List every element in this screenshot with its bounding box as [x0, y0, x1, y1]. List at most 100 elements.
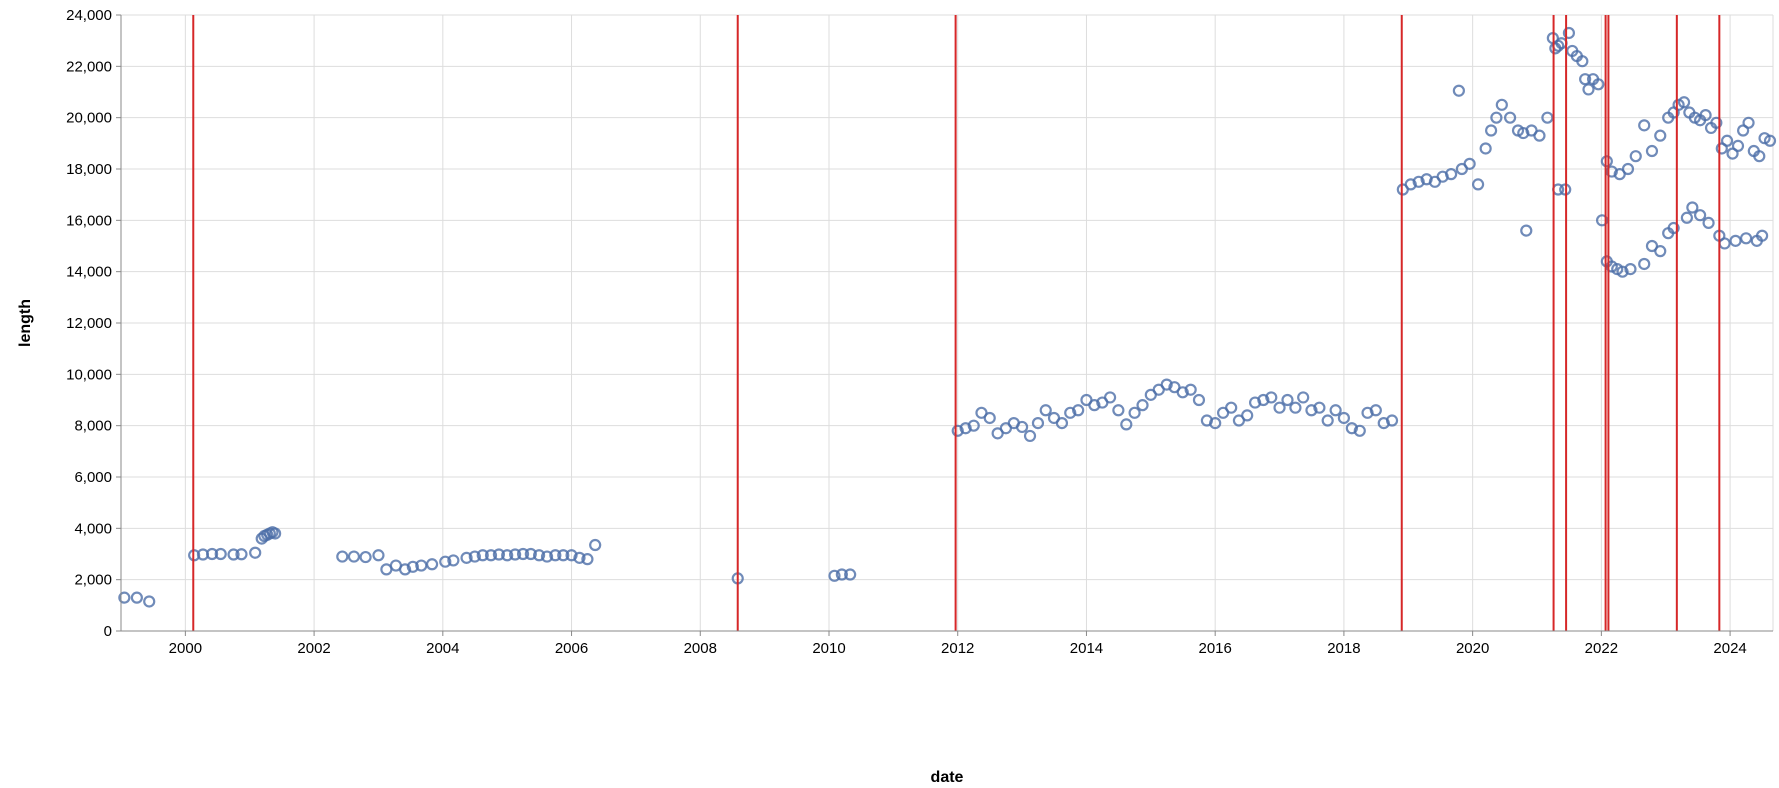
y-axis-title: length: [17, 299, 34, 347]
y-tick-label: 2,000: [74, 572, 112, 589]
data-point: [1503, 111, 1517, 124]
data-point: [1680, 211, 1693, 224]
data-point: [347, 550, 361, 563]
x-tick-label: 2016: [1198, 640, 1231, 657]
data-point: [1103, 391, 1117, 404]
data-point: [1321, 414, 1334, 427]
data-point: [1490, 111, 1503, 124]
data-point: [1112, 404, 1125, 417]
data-point: [1645, 144, 1659, 158]
data-point: [1273, 401, 1286, 414]
data-point: [1753, 150, 1766, 163]
data-point: [406, 560, 419, 573]
x-tick-label: 2014: [1070, 640, 1103, 657]
data-point: [532, 549, 546, 562]
data-point: [372, 549, 385, 562]
data-point: [1629, 150, 1642, 163]
data-point: [557, 549, 570, 562]
data-point: [1720, 134, 1734, 147]
data-point: [468, 550, 481, 563]
x-tick-label: 2020: [1456, 640, 1489, 657]
data-point: [1638, 119, 1651, 132]
data-point: [1313, 401, 1326, 414]
data-point: [1763, 134, 1777, 147]
data-point: [1562, 26, 1576, 40]
y-axis-ticks: 0 2,000 4,000 6,000 8,000 10,000 12,000 14,000 1…: [66, 7, 121, 640]
data-point: [1120, 418, 1133, 431]
data-point: [1345, 422, 1358, 435]
data-point: [844, 568, 857, 581]
x-tick-label: 2018: [1327, 640, 1360, 657]
x-tick-label: 2000: [169, 640, 202, 657]
data-point: [1667, 221, 1680, 235]
data-point: [1452, 84, 1465, 97]
data-point: [484, 549, 498, 562]
data-point: [130, 591, 143, 604]
data-point: [967, 419, 980, 432]
data-point: [1579, 73, 1592, 86]
data-point: [1731, 139, 1745, 152]
data-point: [1677, 96, 1691, 109]
data-point: [1605, 165, 1618, 178]
data-point: [235, 548, 248, 561]
data-point: [1445, 168, 1458, 181]
data-point: [1241, 409, 1254, 422]
data-point: [1404, 178, 1417, 191]
data-point: [1739, 232, 1753, 245]
data-point: [1305, 404, 1318, 417]
data-point: [1184, 383, 1197, 396]
data-point: [540, 550, 554, 563]
data-point: [1192, 393, 1206, 407]
data-point: [828, 569, 841, 582]
y-tick-label: 22,000: [66, 58, 112, 75]
data-point: [118, 591, 131, 604]
y-tick-label: 8,000: [74, 418, 112, 435]
data-point: [509, 548, 522, 561]
data-point: [1654, 245, 1667, 258]
data-point: [492, 548, 506, 561]
y-tick-label: 6,000: [74, 469, 112, 486]
data-point: [1031, 417, 1045, 430]
data-point: [549, 549, 562, 562]
data-point: [336, 550, 349, 563]
data-point: [1541, 111, 1554, 124]
x-axis-ticks: 2000 2002 2004 2006 2008 2010 2012 2014 2016 2018…: [169, 631, 1747, 657]
y-tick-label: 18,000: [66, 161, 112, 178]
x-axis-title: date: [931, 769, 964, 786]
data-point: [1600, 155, 1613, 168]
data-point: [1412, 175, 1425, 188]
data-point: [1576, 55, 1589, 68]
data-point: [589, 538, 602, 552]
data-point: [398, 563, 412, 576]
data-point: [1582, 83, 1595, 96]
y-tick-label: 16,000: [66, 212, 112, 229]
x-tick-label: 2010: [812, 640, 845, 657]
data-point: [1471, 178, 1485, 191]
data-point: [1176, 386, 1189, 399]
y-gridlines: [121, 14, 1773, 632]
data-point: [269, 527, 282, 540]
data-point: [1088, 399, 1101, 412]
data-point: [951, 424, 964, 437]
data-point: [1552, 183, 1565, 196]
data-point: [1755, 229, 1769, 242]
data-point: [1015, 420, 1029, 434]
data-point: [983, 411, 996, 425]
data-point: [1055, 417, 1069, 430]
data-point: [1257, 393, 1270, 407]
data-point: [1654, 129, 1667, 142]
data-point: [205, 547, 219, 561]
data-point: [1479, 142, 1492, 155]
data-point: [565, 549, 578, 562]
data-point: [1742, 116, 1755, 129]
data-point: [249, 546, 262, 559]
data-point: [1463, 157, 1476, 170]
data-point: [573, 551, 586, 564]
y-tick-label: 24,000: [66, 7, 112, 24]
data-point: [1485, 124, 1498, 137]
data-point: [1128, 406, 1141, 419]
data-point: [1702, 216, 1715, 229]
data-point: [1329, 404, 1342, 417]
data-point: [1686, 201, 1699, 214]
